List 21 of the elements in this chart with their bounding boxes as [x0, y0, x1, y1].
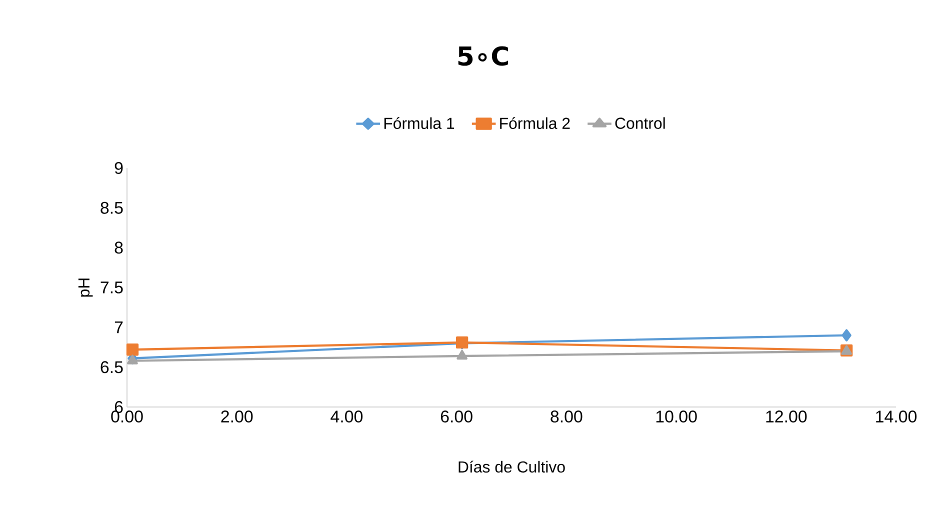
- y-tick-label: 9: [114, 162, 123, 174]
- chart-title: 5∘C: [458, 46, 508, 66]
- x-tick-label: 14.00: [876, 410, 917, 423]
- legend-label: Fórmula 2: [500, 117, 570, 130]
- y-tick-label: 7: [114, 322, 123, 334]
- x-tick-label: 6.00: [440, 410, 472, 423]
- x-tick-label: 4.00: [330, 410, 363, 423]
- legend-label: Fórmula 1: [384, 117, 454, 130]
- y-tick-label: 6: [114, 401, 123, 413]
- x-tick-label: 12.00: [766, 410, 807, 423]
- y-tick-label: 8: [114, 242, 123, 254]
- x-tick-label: 2.00: [221, 410, 253, 423]
- legend-label: Control: [615, 117, 665, 129]
- y-axis-title: pH: [78, 278, 93, 297]
- y-tick-label: 8.5: [100, 202, 123, 214]
- y-tick-label: 6.5: [100, 361, 123, 374]
- x-tick-label: 8.00: [550, 410, 582, 423]
- x-tick-label: 10.00: [656, 410, 697, 423]
- x-axis-title: Días de Cultivo: [458, 460, 565, 473]
- y-tick-label: 7.5: [100, 282, 123, 294]
- x-tick-label: 0.00: [111, 410, 143, 423]
